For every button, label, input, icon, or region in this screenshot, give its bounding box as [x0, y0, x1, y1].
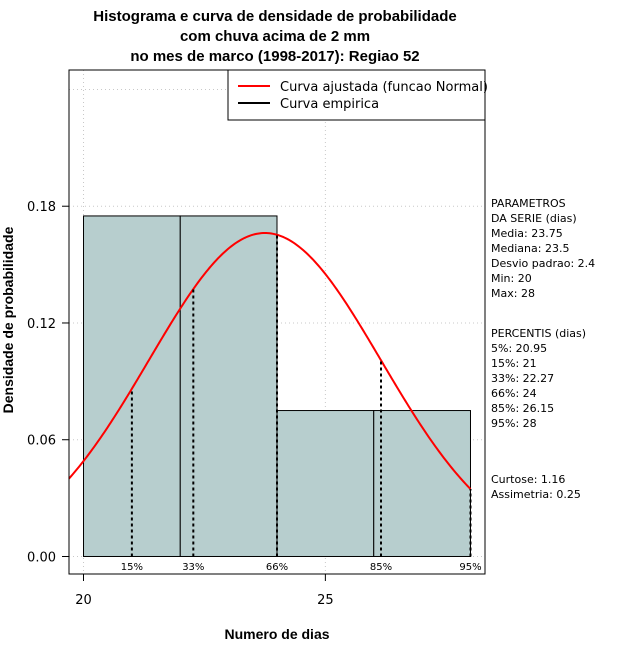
percentis-line: 33%: 22.27 — [491, 372, 554, 385]
normal-curve-line — [68, 232, 472, 490]
params-line: Max: 28 — [491, 287, 535, 300]
percentile-label: 85% — [370, 562, 392, 573]
legend-box — [227, 69, 486, 121]
chart-title: Histograma e curva de densidade de proba… — [93, 8, 456, 65]
percentis-line: PERCENTIS (dias) — [491, 327, 586, 340]
axes: 20 25 0.00 0.06 0.12 0.18 Numero de dias Densid… — [0, 200, 334, 642]
histogram-bar — [179, 215, 278, 557]
x-tick-label: 20 — [75, 593, 92, 608]
params-line: DA SERIE (dias) — [491, 212, 577, 225]
y-tick-label: 0.18 — [27, 200, 56, 215]
legend-entry: Curva empirica — [280, 97, 379, 112]
percentis-line: 66%: 24 — [491, 387, 537, 400]
y-axis-title: Densidade de probabilidade — [0, 226, 16, 413]
chart-title-line-1: Histograma e curva de densidade de proba… — [93, 8, 456, 25]
percentile-label: 15% — [121, 562, 143, 573]
percentile-markers: 15% 33% 66% 85% 95% — [121, 234, 482, 573]
params-line: Min: 20 — [491, 272, 532, 285]
histogram-bar — [276, 410, 375, 557]
percentile-label: 66% — [266, 562, 288, 573]
histogram-bar — [83, 215, 181, 557]
x-axis-title: Numero de dias — [224, 626, 329, 642]
y-tick-label: 0.12 — [27, 317, 56, 332]
y-tick-label: 0.06 — [27, 434, 56, 449]
histogram-bar — [373, 410, 471, 557]
stats-line: Curtose: 1.16 — [491, 473, 565, 486]
percentis-line: 95%: 28 — [491, 417, 537, 430]
chart-title-line-2: com chuva acima de 2 mm — [180, 28, 370, 45]
params-line: Mediana: 23.5 — [491, 242, 569, 255]
chart-title-line-3: no mes de marco (1998-2017): Regiao 52 — [130, 48, 419, 65]
y-tick-label: 0.00 — [27, 550, 56, 565]
percentis-line: 5%: 20.95 — [491, 342, 547, 355]
percentile-label: 95% — [459, 562, 481, 573]
legend-entry: Curva ajustada (funcao Normal) — [280, 80, 488, 95]
x-tick-label: 25 — [317, 593, 334, 608]
statistics-panel: PARAMETROS DA SERIE (dias) Media: 23.75 M… — [491, 197, 595, 501]
params-line: Media: 23.75 — [491, 227, 563, 240]
normal-curve — [68, 232, 472, 490]
stats-line: Assimetria: 0.25 — [491, 488, 581, 501]
percentis-line: 15%: 21 — [491, 357, 537, 370]
params-line: Desvio padrao: 2.4 — [491, 257, 595, 270]
percentis-line: 85%: 26.15 — [491, 402, 554, 415]
legend: Curva ajustada (funcao Normal) Curva empi… — [227, 69, 488, 121]
percentile-label: 33% — [182, 562, 204, 573]
params-line: PARAMETROS — [491, 197, 566, 210]
